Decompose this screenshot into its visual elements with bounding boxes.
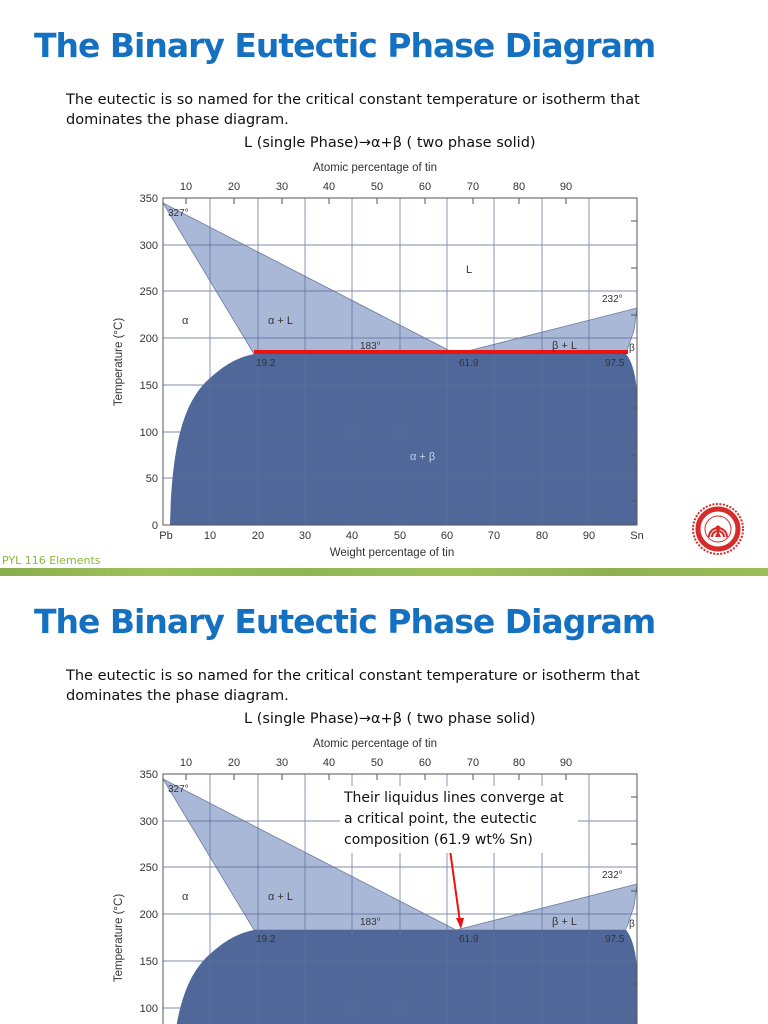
svg-text:97.5: 97.5 — [605, 934, 625, 945]
svg-text:10: 10 — [180, 181, 192, 193]
svg-text:30: 30 — [299, 530, 311, 542]
svg-text:350: 350 — [140, 193, 158, 205]
svg-text:40: 40 — [323, 181, 335, 193]
svg-text:20: 20 — [252, 530, 264, 542]
svg-text:19.2: 19.2 — [256, 934, 276, 945]
svg-text:70: 70 — [467, 757, 479, 769]
svg-text:20: 20 — [228, 181, 240, 193]
svg-text:β: β — [629, 343, 635, 354]
svg-text:40: 40 — [346, 530, 358, 542]
svg-text:50: 50 — [371, 757, 383, 769]
svg-text:60: 60 — [419, 757, 431, 769]
svg-text:Atomic percentage of tin: Atomic percentage of tin — [313, 738, 437, 750]
svg-text:150: 150 — [140, 956, 158, 968]
svg-text:90: 90 — [560, 757, 572, 769]
svg-text:α + β: α + β — [410, 451, 435, 463]
svg-text:60: 60 — [419, 181, 431, 193]
svg-text:90: 90 — [560, 181, 572, 193]
svg-text:250: 250 — [140, 286, 158, 298]
svg-text:50: 50 — [371, 181, 383, 193]
svg-text:327°: 327° — [168, 208, 189, 219]
svg-text:100: 100 — [140, 1003, 158, 1015]
svg-text:80: 80 — [513, 757, 525, 769]
slide-body-text: The eutectic is so named for the critica… — [66, 92, 640, 128]
svg-text:Temperature (°C): Temperature (°C) — [113, 894, 125, 982]
slide-1: The Binary Eutectic Phase Diagram The eu… — [0, 26, 768, 576]
svg-text:80: 80 — [536, 530, 548, 542]
svg-text:200: 200 — [140, 909, 158, 921]
svg-text:30: 30 — [276, 757, 288, 769]
svg-text:α + L: α + L — [268, 891, 293, 903]
svg-text:200: 200 — [140, 333, 158, 345]
eutectic-reaction-text: L (single Phase)→α+β ( two phase solid) — [244, 711, 536, 727]
svg-text:327°: 327° — [168, 784, 189, 795]
svg-text:10: 10 — [180, 757, 192, 769]
svg-text:97.5: 97.5 — [605, 358, 625, 369]
svg-text:250: 250 — [140, 862, 158, 874]
svg-text:70: 70 — [488, 530, 500, 542]
svg-text:61.9: 61.9 — [459, 934, 479, 945]
footer-bar — [0, 568, 768, 576]
x-axis-label: Weight percentage of tin — [330, 547, 454, 559]
svg-text:α: α — [182, 891, 189, 903]
eutectic-point-arrow — [449, 849, 461, 923]
svg-text:70: 70 — [467, 181, 479, 193]
svg-text:α + L: α + L — [268, 315, 293, 327]
eutectic-reaction-text: L (single Phase)→α+β ( two phase solid) — [244, 135, 536, 151]
svg-text:300: 300 — [140, 816, 158, 828]
svg-text:50: 50 — [146, 473, 158, 485]
svg-text:Pb: Pb — [159, 530, 172, 542]
svg-text:10: 10 — [204, 530, 216, 542]
svg-text:19.2: 19.2 — [256, 358, 276, 369]
svg-text:50: 50 — [394, 530, 406, 542]
svg-text:β: β — [629, 919, 635, 930]
svg-text:0: 0 — [152, 520, 158, 532]
svg-text:350: 350 — [140, 769, 158, 781]
arrow-head-icon — [456, 918, 464, 929]
svg-text:183°: 183° — [360, 917, 381, 928]
svg-text:α: α — [182, 315, 189, 327]
svg-text:40: 40 — [323, 757, 335, 769]
svg-text:100: 100 — [140, 427, 158, 439]
slide-title: The Binary Eutectic Phase Diagram — [34, 26, 656, 65]
x2-axis-label: Atomic percentage of tin — [313, 162, 437, 174]
svg-text:300: 300 — [140, 240, 158, 252]
phase-diagram-chart: Atomic percentage of tin 10 20 30 40 50 … — [113, 738, 638, 1024]
institute-logo-icon — [692, 503, 744, 555]
svg-text:61.9: 61.9 — [459, 358, 479, 369]
phase-diagram-chart: Atomic percentage of tin 10 20 30 40 50 … — [113, 162, 644, 559]
svg-text:L: L — [466, 264, 472, 276]
slide-body-text: The eutectic is so named for the critica… — [66, 668, 640, 704]
y-axis-label: Temperature (°C) — [113, 318, 125, 406]
svg-text:Sn: Sn — [630, 530, 643, 542]
svg-text:232°: 232° — [602, 870, 623, 881]
svg-text:60: 60 — [441, 530, 453, 542]
svg-text:80: 80 — [513, 181, 525, 193]
svg-text:232°: 232° — [602, 294, 623, 305]
svg-text:150: 150 — [140, 380, 158, 392]
slide-2: The Binary Eutectic Phase Diagram The eu… — [0, 576, 768, 1024]
footer-course-text: PYL 116 Elements — [2, 554, 101, 567]
svg-text:90: 90 — [583, 530, 595, 542]
svg-text:183°: 183° — [360, 341, 381, 352]
svg-text:30: 30 — [276, 181, 288, 193]
svg-text:β + L: β + L — [552, 340, 577, 352]
svg-text:20: 20 — [228, 757, 240, 769]
eutectic-annotation: Their liquidus lines converge at a criti… — [340, 786, 578, 853]
svg-text:β + L: β + L — [552, 916, 577, 928]
slide-title: The Binary Eutectic Phase Diagram — [34, 602, 656, 641]
